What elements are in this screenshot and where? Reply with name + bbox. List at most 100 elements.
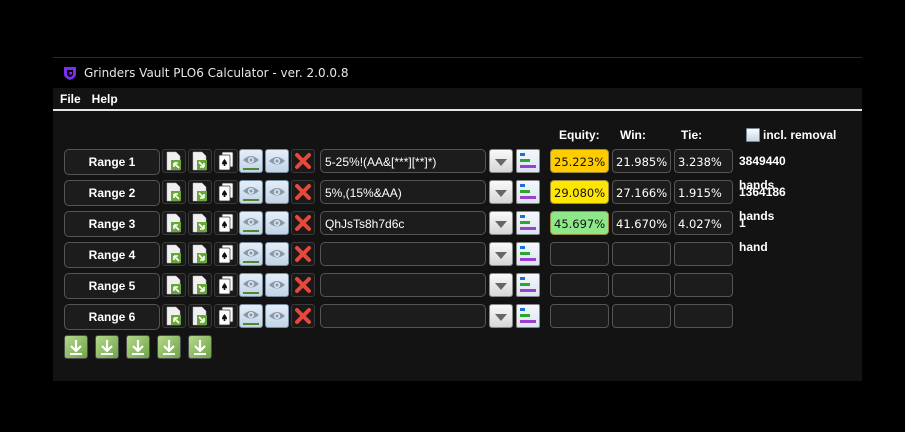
range-input[interactable]: QhJsTs8h7d6c: [320, 211, 486, 235]
range-input[interactable]: [320, 273, 486, 297]
view-range-button[interactable]: [239, 304, 263, 328]
grinders-vault-logo-icon: [64, 67, 76, 80]
tie-value: 1.915%: [674, 180, 733, 204]
export-range-icon: [192, 275, 207, 295]
view-button[interactable]: [265, 149, 289, 173]
view-button[interactable]: [265, 273, 289, 297]
download-results-button[interactable]: [64, 335, 88, 359]
export-range-button[interactable]: [188, 180, 212, 204]
view-range-button[interactable]: [239, 211, 263, 235]
close-icon: [295, 184, 311, 200]
range-dropdown-button[interactable]: [489, 304, 513, 328]
export-range-button[interactable]: [188, 304, 212, 328]
tie-header: Tie:: [681, 128, 703, 142]
import-range-icon: [166, 182, 181, 202]
close-icon: [295, 153, 311, 169]
bar-chart-icon: [520, 215, 536, 230]
download-results-button[interactable]: [126, 335, 150, 359]
range-button[interactable]: Range 6: [64, 304, 160, 330]
import-range-button[interactable]: [162, 273, 186, 297]
range-chart-button[interactable]: [516, 180, 540, 204]
export-range-button[interactable]: [188, 211, 212, 235]
cards-button[interactable]: [214, 304, 238, 328]
range-dropdown-button[interactable]: [489, 242, 513, 266]
range-button[interactable]: Range 4: [64, 242, 160, 268]
range-chart-button[interactable]: [516, 273, 540, 297]
import-range-button[interactable]: [162, 149, 186, 173]
eye-icon: [243, 218, 259, 232]
range-button[interactable]: Range 5: [64, 273, 160, 299]
cards-icon: [218, 151, 234, 171]
menu-file[interactable]: File: [60, 91, 81, 106]
view-range-button[interactable]: [239, 149, 263, 173]
clear-range-button[interactable]: [291, 149, 315, 173]
clear-range-button[interactable]: [291, 180, 315, 204]
tie-value: 4.027%: [674, 211, 733, 235]
range-dropdown-button[interactable]: [489, 149, 513, 173]
view-button[interactable]: [265, 211, 289, 235]
import-range-button[interactable]: [162, 304, 186, 328]
export-range-icon: [192, 182, 207, 202]
range-input[interactable]: [320, 304, 486, 328]
range-chart-button[interactable]: [516, 242, 540, 266]
win-value: 41.670%: [612, 211, 671, 235]
view-range-button[interactable]: [239, 273, 263, 297]
clear-range-button[interactable]: [291, 211, 315, 235]
win-value: [612, 273, 671, 297]
export-range-button[interactable]: [188, 242, 212, 266]
export-range-button[interactable]: [188, 273, 212, 297]
export-range-icon: [192, 306, 207, 326]
cards-button[interactable]: [214, 242, 238, 266]
clear-range-button[interactable]: [291, 242, 315, 266]
download-results-button[interactable]: [188, 335, 212, 359]
download-results-button[interactable]: [157, 335, 181, 359]
import-range-button[interactable]: [162, 242, 186, 266]
download-icon: [70, 340, 82, 355]
view-button[interactable]: [265, 242, 289, 266]
range-button[interactable]: Range 3: [64, 211, 160, 237]
eye-icon: [269, 281, 285, 289]
eye-icon: [269, 312, 285, 320]
cards-icon: [218, 182, 234, 202]
menu-bar: File Help: [53, 88, 862, 111]
range-input[interactable]: 5%,(15%&AA): [320, 180, 486, 204]
range-input[interactable]: [320, 242, 486, 266]
clear-range-button[interactable]: [291, 304, 315, 328]
range-chart-button[interactable]: [516, 304, 540, 328]
import-range-button[interactable]: [162, 211, 186, 235]
range-button[interactable]: Range 2: [64, 180, 160, 206]
cards-button[interactable]: [214, 211, 238, 235]
range-dropdown-button[interactable]: [489, 273, 513, 297]
close-icon: [295, 277, 311, 293]
eye-icon: [269, 188, 285, 196]
range-dropdown-button[interactable]: [489, 180, 513, 204]
close-icon: [295, 215, 311, 231]
incl-removal-label: incl. removal: [763, 128, 837, 142]
import-range-icon: [166, 151, 181, 171]
cards-icon: [218, 275, 234, 295]
range-input[interactable]: 5-25%!(AA&[***][**]*): [320, 149, 486, 173]
cards-button[interactable]: [214, 180, 238, 204]
clear-range-button[interactable]: [291, 273, 315, 297]
cards-button[interactable]: [214, 149, 238, 173]
import-range-button[interactable]: [162, 180, 186, 204]
incl-removal-checkbox[interactable]: [746, 128, 760, 142]
download-icon: [101, 340, 113, 355]
range-chart-button[interactable]: [516, 149, 540, 173]
view-button[interactable]: [265, 304, 289, 328]
win-value: [612, 304, 671, 328]
window-title: Grinders Vault PLO6 Calculator - ver. 2.…: [84, 66, 349, 80]
view-button[interactable]: [265, 180, 289, 204]
bar-chart-icon: [520, 308, 536, 323]
view-range-button[interactable]: [239, 180, 263, 204]
download-icon: [194, 340, 206, 355]
cards-button[interactable]: [214, 273, 238, 297]
import-range-icon: [166, 275, 181, 295]
range-dropdown-button[interactable]: [489, 211, 513, 235]
menu-help[interactable]: Help: [91, 91, 118, 106]
export-range-button[interactable]: [188, 149, 212, 173]
download-results-button[interactable]: [95, 335, 119, 359]
view-range-button[interactable]: [239, 242, 263, 266]
range-button[interactable]: Range 1: [64, 149, 160, 175]
range-chart-button[interactable]: [516, 211, 540, 235]
